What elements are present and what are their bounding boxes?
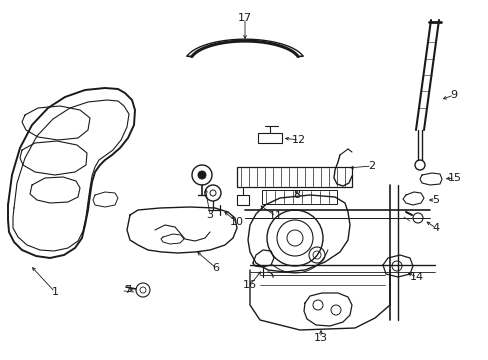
Text: 14: 14	[409, 272, 423, 282]
Text: 3: 3	[206, 210, 213, 220]
Bar	[237, 167, 351, 187]
Text: 9: 9	[449, 90, 457, 100]
Bar	[262, 190, 336, 204]
Text: 7: 7	[124, 285, 131, 295]
Bar	[258, 133, 282, 143]
Text: 4: 4	[431, 223, 439, 233]
Bar	[237, 195, 248, 205]
Text: 8: 8	[293, 190, 300, 200]
Text: 2: 2	[367, 161, 375, 171]
Text: 1: 1	[51, 287, 59, 297]
Text: 11: 11	[268, 211, 283, 221]
Text: 6: 6	[212, 263, 219, 273]
Circle shape	[198, 171, 205, 179]
Text: 15: 15	[447, 173, 461, 183]
Text: 16: 16	[243, 280, 257, 290]
Text: 10: 10	[229, 217, 244, 227]
Text: 17: 17	[238, 13, 251, 23]
Text: 13: 13	[313, 333, 327, 343]
Text: 12: 12	[291, 135, 305, 145]
Text: 5: 5	[431, 195, 439, 205]
